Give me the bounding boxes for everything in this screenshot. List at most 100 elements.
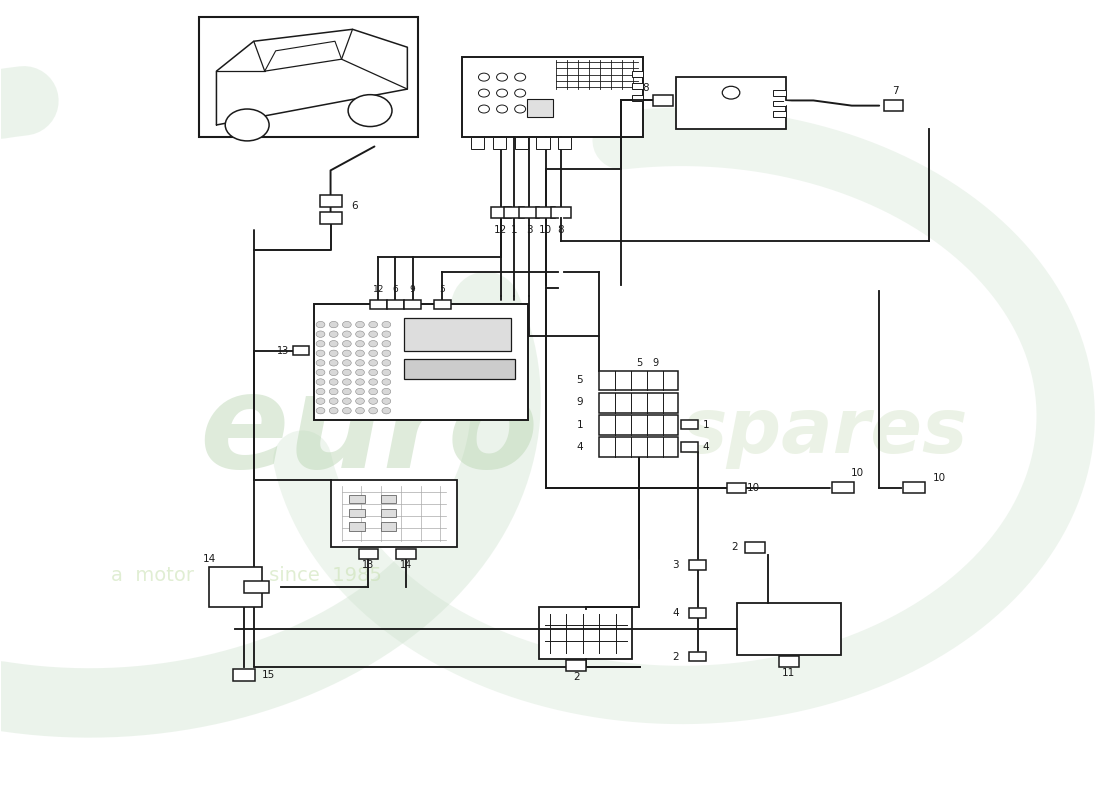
Text: 1: 1 <box>703 420 710 430</box>
Text: 5: 5 <box>636 358 642 367</box>
Text: 9: 9 <box>576 398 583 407</box>
Bar <box>832 482 854 494</box>
Bar <box>632 70 644 77</box>
Circle shape <box>478 105 490 113</box>
Circle shape <box>316 322 324 328</box>
Circle shape <box>723 86 740 99</box>
Circle shape <box>329 331 338 338</box>
Text: 13: 13 <box>277 346 289 355</box>
Text: 4: 4 <box>703 442 710 452</box>
Circle shape <box>316 350 324 357</box>
Bar <box>434 299 451 309</box>
Circle shape <box>515 105 526 113</box>
Bar <box>772 111 785 117</box>
Circle shape <box>382 398 390 404</box>
Bar <box>772 101 785 106</box>
Bar <box>396 549 416 559</box>
Bar <box>883 101 903 111</box>
Circle shape <box>496 89 507 97</box>
Bar <box>233 670 255 681</box>
Text: 3: 3 <box>526 225 532 235</box>
Circle shape <box>348 94 392 126</box>
Text: 13: 13 <box>362 560 374 570</box>
Circle shape <box>329 378 338 385</box>
Text: 11: 11 <box>782 668 795 678</box>
Bar <box>681 442 697 452</box>
Bar <box>359 549 378 559</box>
Circle shape <box>329 322 338 328</box>
Circle shape <box>368 322 377 328</box>
Circle shape <box>355 350 364 357</box>
Circle shape <box>368 350 377 357</box>
Circle shape <box>316 388 324 394</box>
Circle shape <box>342 398 351 404</box>
Bar <box>350 522 364 530</box>
Circle shape <box>355 388 364 394</box>
Circle shape <box>329 370 338 376</box>
Bar <box>293 346 309 355</box>
Bar <box>381 522 396 530</box>
Circle shape <box>342 360 351 366</box>
Text: 7: 7 <box>892 86 899 96</box>
Bar <box>690 608 706 618</box>
Circle shape <box>368 360 377 366</box>
Bar <box>370 299 386 309</box>
Circle shape <box>382 370 390 376</box>
Circle shape <box>355 331 364 338</box>
Bar <box>536 207 556 218</box>
Circle shape <box>355 370 364 376</box>
Text: 9: 9 <box>409 286 416 294</box>
Circle shape <box>515 89 526 97</box>
Circle shape <box>382 350 390 357</box>
Circle shape <box>368 331 377 338</box>
Bar <box>600 393 679 413</box>
Bar <box>690 560 706 570</box>
Circle shape <box>368 407 377 414</box>
Text: 2: 2 <box>732 542 738 553</box>
Bar <box>690 652 706 662</box>
Bar <box>471 137 484 149</box>
Text: 4: 4 <box>576 442 583 452</box>
Bar <box>600 415 679 435</box>
Circle shape <box>329 341 338 347</box>
Bar <box>491 207 510 218</box>
Bar <box>558 137 571 149</box>
Circle shape <box>316 370 324 376</box>
Bar <box>462 57 644 137</box>
Circle shape <box>382 378 390 385</box>
Circle shape <box>515 73 526 81</box>
Text: 8: 8 <box>642 83 649 94</box>
Circle shape <box>329 398 338 404</box>
Text: 10: 10 <box>747 482 759 493</box>
Bar <box>632 82 644 89</box>
Circle shape <box>342 350 351 357</box>
Bar <box>539 607 632 659</box>
Bar <box>676 77 785 129</box>
Circle shape <box>382 322 390 328</box>
Text: 12: 12 <box>373 286 384 294</box>
Circle shape <box>355 407 364 414</box>
Text: 6: 6 <box>393 286 398 294</box>
Text: 1: 1 <box>510 225 517 235</box>
Bar <box>653 95 673 106</box>
Circle shape <box>329 350 338 357</box>
Bar <box>209 567 262 607</box>
Circle shape <box>316 378 324 385</box>
Bar <box>320 194 341 206</box>
Text: 10: 10 <box>933 473 946 483</box>
Text: 15: 15 <box>262 670 275 680</box>
Circle shape <box>355 322 364 328</box>
Bar <box>727 482 747 493</box>
Circle shape <box>316 360 324 366</box>
Bar <box>772 90 785 96</box>
Bar <box>244 582 268 594</box>
Bar <box>381 509 396 517</box>
Circle shape <box>316 398 324 404</box>
Bar <box>600 438 679 458</box>
Bar <box>350 495 364 503</box>
Circle shape <box>496 73 507 81</box>
Text: 6: 6 <box>351 202 358 211</box>
Circle shape <box>329 360 338 366</box>
Bar <box>537 137 550 149</box>
Circle shape <box>368 398 377 404</box>
